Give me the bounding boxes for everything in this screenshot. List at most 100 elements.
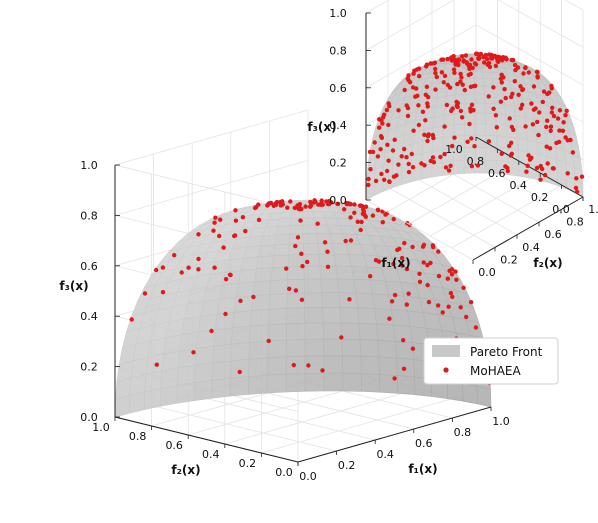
mohaea-point xyxy=(486,139,492,144)
surface-patch xyxy=(211,360,231,381)
surface-patch xyxy=(286,322,306,341)
mohaea-point xyxy=(299,206,304,212)
mohaea-point xyxy=(448,163,453,168)
surface-patch xyxy=(329,233,347,244)
surface-patch xyxy=(232,310,252,329)
mohaea-point xyxy=(425,134,431,139)
inset-mohaea-points xyxy=(366,51,585,194)
mohaea-point xyxy=(461,285,466,290)
mohaea-point xyxy=(540,166,545,172)
mohaea-point xyxy=(411,128,416,133)
main-axis-labels: f₁(x) f₂(x) f₃(x) xyxy=(59,279,437,477)
mohaea-point xyxy=(265,202,271,207)
mohaea-point xyxy=(217,233,222,239)
mohaea-point xyxy=(541,89,547,94)
surface-patch xyxy=(443,113,455,127)
mohaea-point xyxy=(404,266,410,272)
surface-patch xyxy=(269,279,288,295)
mohaea-point xyxy=(452,135,457,140)
mohaea-point xyxy=(551,166,556,171)
mohaea-point xyxy=(505,168,510,174)
main-mohaea-points xyxy=(129,198,492,386)
mohaea-point xyxy=(355,219,360,224)
mohaea-point xyxy=(535,75,540,80)
mohaea-point xyxy=(507,143,512,149)
mohaea-point xyxy=(433,66,438,72)
mohaea-point xyxy=(223,311,228,317)
mohaea-point xyxy=(303,204,308,209)
mohaea-point xyxy=(209,328,214,334)
surface-patch xyxy=(342,372,362,392)
mohaea-point xyxy=(469,102,475,108)
surface-patch xyxy=(128,391,146,414)
mohaea-point xyxy=(524,169,529,174)
mohaea-point xyxy=(431,135,436,141)
mohaea-point xyxy=(237,369,242,375)
mohaea-point xyxy=(487,64,493,70)
mohaea-point xyxy=(499,80,504,85)
surface-patch xyxy=(464,93,476,104)
mohaea-point xyxy=(288,199,293,204)
surface-patch xyxy=(452,159,465,175)
surface-patch xyxy=(353,278,373,295)
y-axis-label: f₂(x) xyxy=(171,463,200,477)
surface-patch xyxy=(390,309,411,327)
mohaea-point xyxy=(382,177,387,182)
y-axis-tick-label: 0.2 xyxy=(239,457,257,470)
y-axis-tick-label: 0.6 xyxy=(544,228,562,241)
surface-patch xyxy=(504,104,516,117)
mohaea-point xyxy=(449,267,455,272)
mohaea-point xyxy=(445,56,450,62)
mohaea-point xyxy=(417,74,422,79)
surface-patch xyxy=(229,358,250,379)
surface-patch xyxy=(505,114,517,128)
mohaea-point xyxy=(298,218,303,223)
mohaea-point xyxy=(542,172,548,178)
mohaea-point xyxy=(417,271,422,276)
mohaea-point xyxy=(464,60,469,65)
x-axis-tick-label: 0.6 xyxy=(488,167,506,180)
mohaea-point xyxy=(325,249,330,254)
mohaea-point xyxy=(431,244,436,250)
inset-3d-panel: 0.00.00.0 0.20.20.20.40.40.40.60.60.60.80… xyxy=(307,0,598,279)
mohaea-point xyxy=(507,116,512,121)
surface-patch xyxy=(335,265,355,280)
mohaea-point xyxy=(423,118,428,123)
legend-label-pareto-front: Pareto Front xyxy=(470,345,543,359)
mohaea-point xyxy=(410,346,416,351)
surface-patch xyxy=(340,322,361,340)
mohaea-point xyxy=(473,83,478,89)
surface-patch xyxy=(160,367,179,389)
mohaea-point xyxy=(477,55,482,61)
x-axis-tick-label: 0.6 xyxy=(415,437,433,450)
surface-patch xyxy=(318,253,337,267)
surface-patch xyxy=(176,382,195,404)
surface-patch xyxy=(321,292,341,308)
mohaea-point xyxy=(556,139,562,145)
mohaea-point xyxy=(380,220,385,225)
mohaea-point xyxy=(256,202,261,207)
mohaea-point xyxy=(320,368,325,373)
surface-patch xyxy=(248,374,268,395)
mohaea-point xyxy=(451,67,457,72)
mohaea-point xyxy=(271,203,276,208)
grid-line xyxy=(409,174,518,236)
mohaea-point xyxy=(472,61,478,66)
surface-patch xyxy=(304,307,324,324)
mohaea-point xyxy=(560,128,566,133)
surface-patch xyxy=(193,380,213,401)
mohaea-point xyxy=(196,232,201,237)
mohaea-point xyxy=(295,235,301,240)
mohaea-point xyxy=(450,106,455,111)
surface-patch xyxy=(474,102,486,114)
x-axis-tick-label: 0.4 xyxy=(376,448,394,461)
grid-line xyxy=(365,0,455,51)
legend-label-mohaea: MoHAEA xyxy=(470,364,522,378)
mohaea-point xyxy=(456,58,461,63)
grid-line xyxy=(224,388,418,445)
mohaea-point xyxy=(360,211,366,216)
mohaea-point xyxy=(382,112,387,117)
surface-patch xyxy=(476,385,492,408)
mohaea-point xyxy=(426,299,432,305)
mohaea-point xyxy=(421,242,427,248)
